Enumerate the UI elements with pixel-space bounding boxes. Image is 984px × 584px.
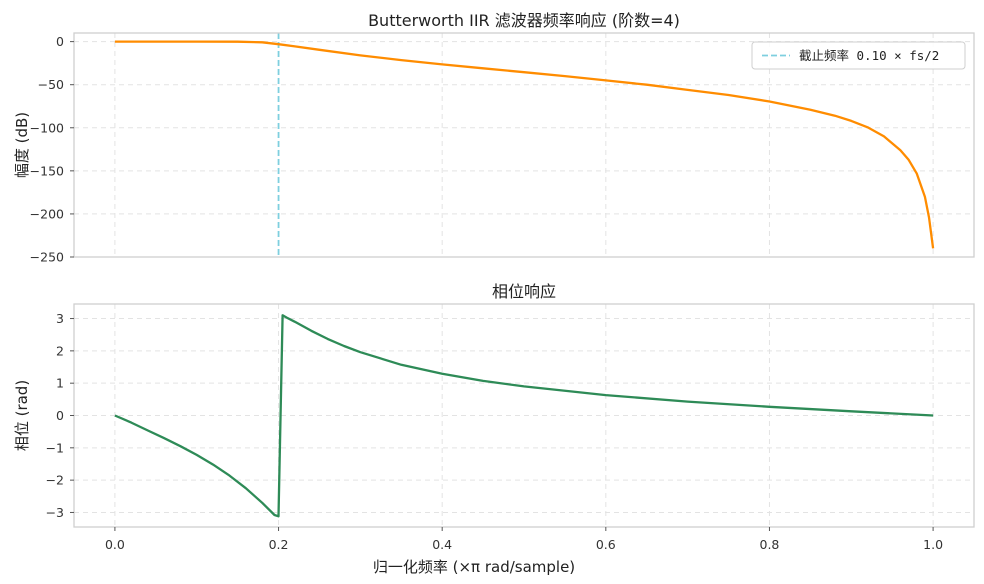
y-tick-label: −1 [46,440,64,455]
y-tick-label: 3 [56,311,64,326]
phase-y-ticks: 3 2 1 0 −1 −2 −3 [46,311,74,520]
magnitude-y-axis-label: 幅度 (dB) [13,112,31,178]
phase-panel: 3 2 1 0 −1 −2 −3 0.0 0.2 0.4 0.6 0.8 1.0 相位响应 相位 (r… [13,282,975,576]
x-tick-label: 0.4 [432,537,452,552]
x-tick-label: 0.6 [596,537,616,552]
y-tick-label: −100 [30,120,64,135]
x-tick-label: 0.0 [105,537,125,552]
x-tick-label: 0.8 [760,537,780,552]
magnitude-y-ticks: 0 −50 −100 −150 −200 −250 [30,34,74,265]
x-tick-label: 0.2 [269,537,289,552]
series-line-0 [114,40,935,249]
y-tick-label: 2 [56,343,64,358]
magnitude-axes-frame [73,32,975,258]
x-tick-label: 1.0 [923,537,943,552]
magnitude-legend: 截止频率 0.10 × fs/2 [751,41,966,70]
magnitude-chart-title: Butterworth IIR 滤波器频率响应 (阶数=4) [368,11,680,30]
y-tick-label: −200 [30,206,64,221]
phase-x-ticks: 0.0 0.2 0.4 0.6 0.8 1.0 [105,527,943,552]
y-tick-label: 0 [56,34,64,49]
magnitude-panel: 0 −50 −100 −150 −200 −250 Butterworth IIR 滤波器… [13,11,975,265]
phase-grid [74,304,974,527]
phase-chart-title: 相位响应 [492,282,556,301]
y-tick-label: 1 [56,376,64,391]
y-tick-label: −3 [46,505,64,520]
y-tick-label: −2 [46,473,64,488]
phase-y-axis-label: 相位 (rad) [13,380,31,451]
phase-x-axis-label: 归一化频率 (×π rad/sample) [373,558,575,576]
y-tick-label: −150 [30,163,64,178]
magnitude-series-group [114,40,935,249]
y-tick-label: −50 [38,77,64,92]
phase-series-group [114,314,934,518]
series-line-0 [114,314,934,518]
legend-entry-cutoff: 截止频率 0.10 × fs/2 [799,48,939,63]
legend-box [751,41,966,70]
y-tick-label: 0 [56,408,64,423]
y-tick-label: −250 [30,250,64,265]
